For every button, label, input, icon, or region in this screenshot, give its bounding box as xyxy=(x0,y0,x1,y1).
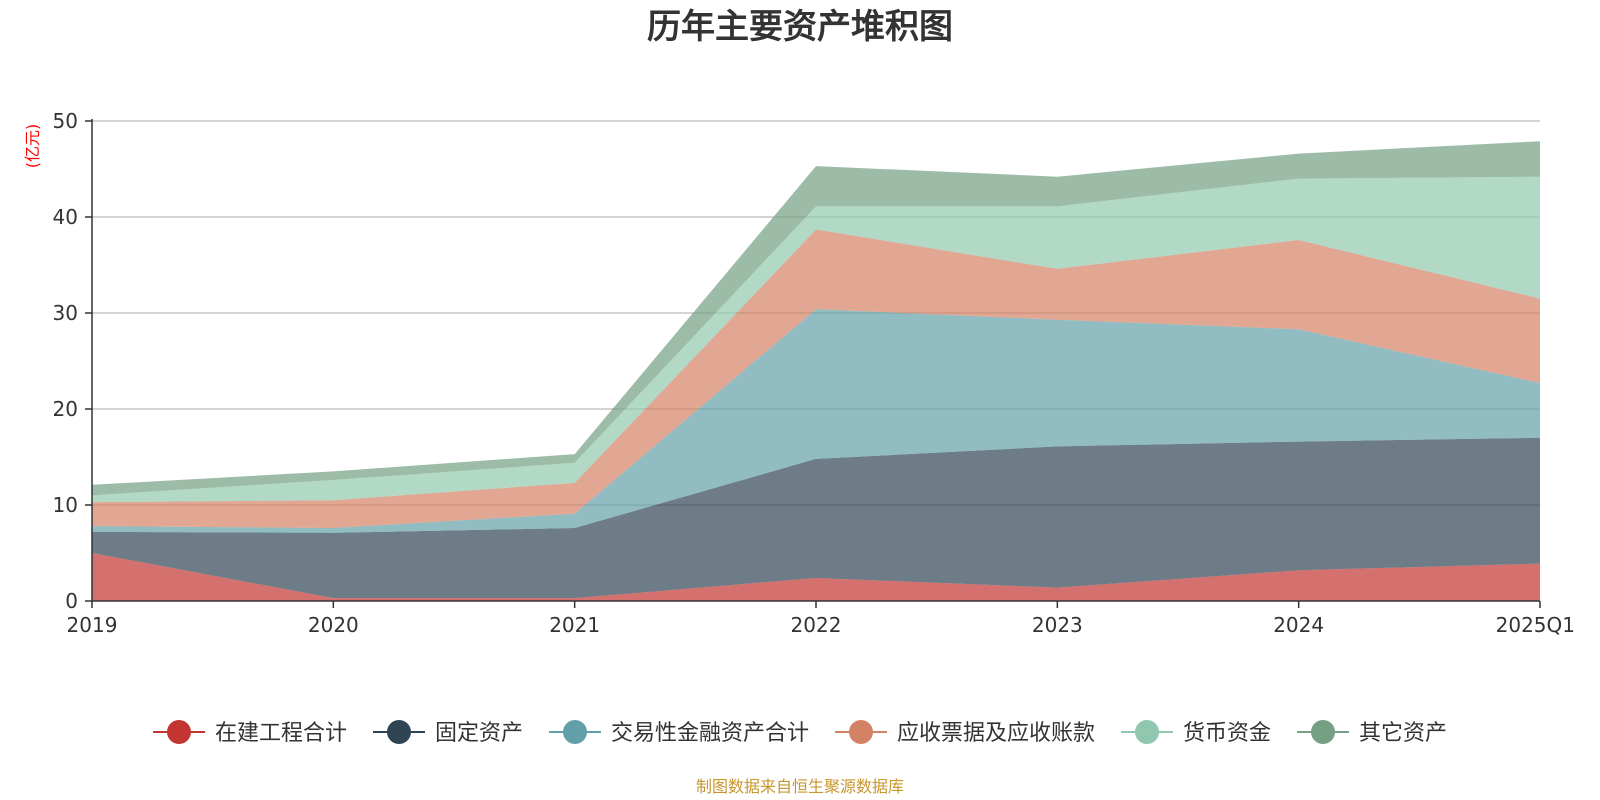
y-tick-label: 20 xyxy=(53,397,78,421)
legend[interactable]: 在建工程合计 固定资产 交易性金融资产合计 应收票据及应收账款 货币资金 其它资产 xyxy=(153,720,1447,746)
x-tick-label: 2019 xyxy=(67,613,118,637)
x-tick-label: 2023 xyxy=(1032,613,1083,637)
y-tick-label: 40 xyxy=(53,205,78,229)
area-series-4 xyxy=(92,176,1540,503)
y-axis-unit: (亿元) xyxy=(23,124,42,169)
x-tick-label: 2024 xyxy=(1273,613,1324,637)
legend-marker xyxy=(167,720,191,744)
x-tick-label: 2022 xyxy=(791,613,842,637)
y-tick-label: 10 xyxy=(53,493,78,517)
area-series-5 xyxy=(92,141,1540,496)
area-series-1 xyxy=(92,437,1540,599)
y-tick-label: 30 xyxy=(53,301,78,325)
legend-label: 固定资产 xyxy=(435,721,523,746)
y-tick-label: 50 xyxy=(53,109,78,133)
area-series-2 xyxy=(92,309,1540,533)
x-tick-label: 2021 xyxy=(549,613,600,637)
legend-item-3[interactable]: 应收票据及应收账款 xyxy=(835,720,1095,746)
legend-label: 其它资产 xyxy=(1359,721,1447,746)
legend-label: 在建工程合计 xyxy=(215,721,347,746)
legend-item-4[interactable]: 货币资金 xyxy=(1121,720,1271,746)
legend-marker xyxy=(563,720,587,744)
chart-title: 历年主要资产堆积图 xyxy=(647,7,953,47)
legend-marker xyxy=(387,720,411,744)
legend-item-5[interactable]: 其它资产 xyxy=(1297,720,1447,746)
axis-layer: 0 10 20 30 40 50 2019 2020 2021 2022 2023 2024 2025Q… xyxy=(53,109,1575,637)
legend-marker xyxy=(849,720,873,744)
legend-item-1[interactable]: 固定资产 xyxy=(373,720,523,746)
area-series-3 xyxy=(92,229,1540,528)
y-tick-label: 0 xyxy=(65,589,78,613)
legend-label: 货币资金 xyxy=(1183,721,1271,746)
legend-item-2[interactable]: 交易性金融资产合计 xyxy=(549,720,809,746)
area-series-0 xyxy=(92,553,1540,601)
data-source-note: 制图数据来自恒生聚源数据库 xyxy=(696,777,904,796)
legend-label: 交易性金融资产合计 xyxy=(611,721,809,746)
area-layer xyxy=(92,141,1540,601)
legend-label: 应收票据及应收账款 xyxy=(897,721,1095,746)
legend-item-0[interactable]: 在建工程合计 xyxy=(153,720,347,746)
legend-marker xyxy=(1135,720,1159,744)
legend-marker xyxy=(1311,720,1335,744)
x-tick-label: 2025Q1 xyxy=(1496,613,1575,637)
x-tick-label: 2020 xyxy=(308,613,359,637)
